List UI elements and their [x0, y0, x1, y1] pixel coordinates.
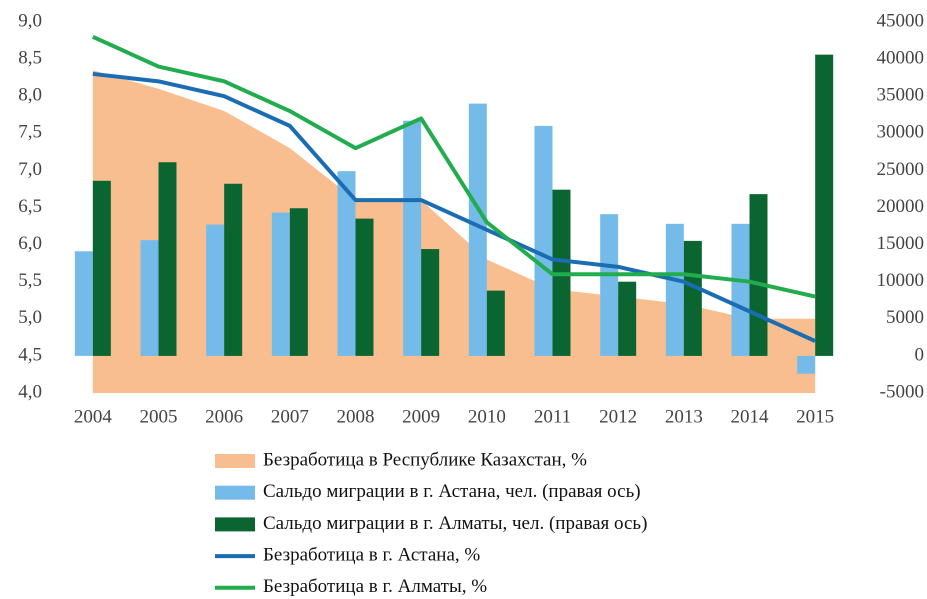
legend-swatch [215, 485, 255, 500]
bar [337, 171, 356, 356]
legend: Безработица в Республике Казахстан, % Сал… [215, 449, 647, 597]
bar [534, 125, 553, 356]
x-tick-label: 2013 [665, 406, 703, 427]
bar [665, 223, 684, 356]
y2-tick-label: 0 [915, 344, 925, 365]
x-tick-label: 2005 [140, 406, 178, 427]
bar [731, 223, 750, 356]
bar [749, 194, 768, 356]
x-tick-label: 2012 [599, 406, 637, 427]
bar [92, 180, 111, 356]
x-tick-label: 2009 [402, 406, 440, 427]
legend-label: Безработица в г. Алматы, % [263, 576, 487, 597]
legend-swatch [215, 517, 255, 532]
x-tick-label: 2007 [271, 406, 309, 427]
x-tick-label: 2004 [74, 406, 113, 427]
x-tick-label: 2006 [205, 406, 243, 427]
legend-label: Сальдо миграции в г. Алматы, чел. (права… [263, 513, 647, 534]
y2-tick-label: 20000 [877, 196, 925, 217]
legend-swatch [215, 454, 255, 468]
x-tick-label: 2011 [534, 406, 571, 427]
legend-label: Безработица в г. Астана, % [263, 544, 480, 565]
bar [206, 224, 225, 356]
bar [158, 162, 177, 356]
x-tick-label: 2015 [796, 406, 834, 427]
y-tick-label: 8,0 [18, 85, 42, 106]
y2-tick-label: 35000 [877, 85, 925, 106]
bar [403, 120, 422, 356]
line [92, 71, 816, 343]
y-tick-label: 7,5 [18, 122, 42, 143]
bar [797, 355, 816, 374]
area [92, 70, 816, 393]
x-tick-label: 2008 [337, 406, 375, 427]
bar [421, 249, 440, 356]
bar [815, 54, 834, 356]
bar [74, 251, 93, 356]
y-tick-label: 5,0 [18, 307, 42, 328]
bar [271, 212, 290, 356]
y2-tick-label: 15000 [877, 233, 925, 254]
bar [289, 208, 308, 356]
y-tick-label: 8,5 [18, 47, 42, 68]
y-tick-label: 5,5 [18, 270, 42, 291]
bar [618, 281, 637, 356]
y2-tick-label: 25000 [877, 159, 925, 180]
bar [683, 240, 702, 356]
line [92, 35, 816, 299]
bar [224, 183, 243, 356]
y-tick-label: 9,0 [18, 10, 42, 31]
legend-label: Безработица в Республике Казахстан, % [263, 449, 587, 470]
bar [600, 214, 619, 356]
y2-tick-label: 5000 [886, 307, 924, 328]
bar [140, 240, 159, 356]
y2-tick-label: 30000 [877, 122, 925, 143]
y2-tick-label: -5000 [880, 381, 924, 402]
y2-tick-label: 45000 [877, 10, 925, 31]
y-tick-label: 6,0 [18, 233, 42, 254]
bar [486, 290, 505, 356]
bar [355, 218, 374, 356]
y2-tick-label: 40000 [877, 47, 925, 68]
y-tick-label: 6,5 [18, 196, 42, 217]
y2-tick-label: 10000 [877, 270, 925, 291]
y-tick-label: 4,5 [18, 344, 42, 365]
bar [468, 103, 487, 356]
x-tick-label: 2010 [468, 406, 506, 427]
legend-label: Сальдо миграции в г. Астана, чел. (права… [263, 481, 641, 502]
y-tick-label: 7,0 [18, 159, 42, 180]
y-tick-label: 4,0 [18, 381, 42, 402]
x-tick-label: 2014 [731, 406, 770, 427]
